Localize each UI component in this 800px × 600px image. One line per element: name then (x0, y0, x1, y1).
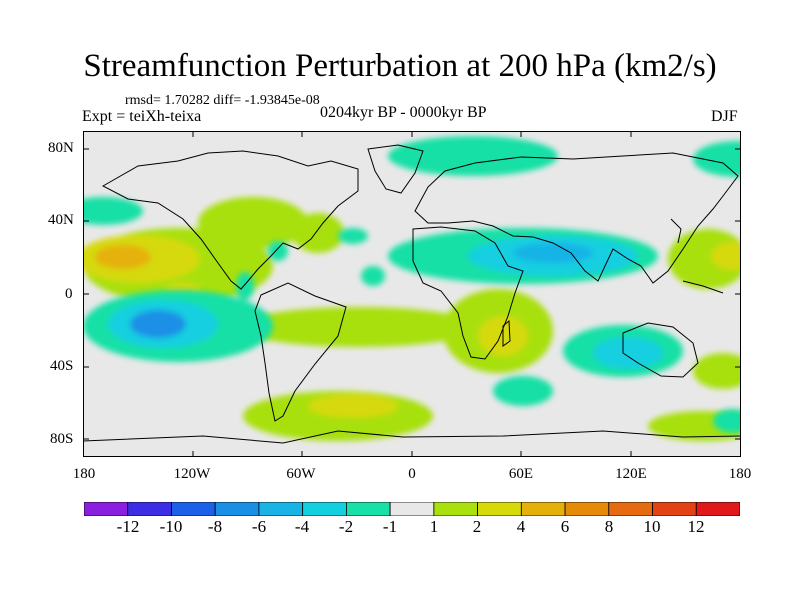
tick-marks (83, 131, 741, 457)
field-positive-south-atlantic-inner (308, 394, 398, 418)
lon-tick-label: 120E (615, 466, 647, 482)
field-negative-eurasia-core (513, 243, 593, 263)
lat-tick-label: 80S (50, 431, 74, 447)
colorbar-tick-label: 2 (472, 517, 482, 536)
colorbar-tick-label: -10 (159, 517, 183, 536)
colorbar (84, 502, 740, 516)
field-negative-south-pacific-core (130, 310, 186, 338)
lon-tick-label: 180 (72, 466, 96, 482)
colorbar-tick-label: -6 (251, 517, 267, 536)
colorbar-swatch (520, 502, 566, 516)
field-negative-south-indian (493, 376, 553, 406)
field-positive-west-pacific-inner (711, 242, 741, 270)
colorbar-tick-label: 6 (560, 517, 570, 536)
colorbar-swatch (171, 502, 216, 516)
colorbar-tick-label: -2 (338, 517, 354, 536)
colorbar-swatch (345, 502, 391, 516)
colorbar-tick-label: -1 (382, 517, 398, 536)
colorbar-tick-label: 4 (516, 517, 526, 536)
experiment-label: Expt = teiXh-teixa (82, 108, 202, 125)
field-negative-atlantic (338, 228, 368, 244)
colorbar-swatch (608, 502, 653, 516)
lat-tick-label: 40S (50, 358, 74, 374)
stats-label: rmsd= 1.70282 diff= -1.93845e-08 (125, 93, 320, 108)
colorbar-tick-label: -12 (116, 517, 140, 536)
field-positive-southeast-pacific (693, 353, 741, 389)
lat-tick-label: 0 (65, 286, 73, 302)
colorbar-tick-label: 8 (604, 517, 614, 536)
colorbar-tick-label: -4 (294, 517, 310, 536)
colorbar-swatch (433, 502, 478, 516)
colorbar-swatch (258, 502, 304, 516)
colorbar-swatch (127, 502, 172, 516)
colorbar-tick-label: 1 (429, 517, 439, 536)
colorbar-swatch (652, 502, 697, 516)
field-negative-gulf (268, 241, 288, 261)
colorbar-tick-label: -8 (207, 517, 223, 536)
field-negative-central-america (236, 272, 254, 300)
field-positive-north-america (198, 197, 308, 249)
field-negative-southeast (713, 409, 741, 433)
colorbar-tick-label: 10 (643, 517, 661, 536)
lon-tick-label: 120W (173, 466, 211, 482)
lon-tick-label: 60W (286, 466, 316, 482)
colorbar-swatch (389, 502, 435, 516)
lon-tick-label: 60E (508, 466, 534, 482)
field-negative-indian-ocean-core (593, 337, 663, 369)
colorbar-swatch (564, 502, 610, 516)
lat-tick-label: 40N (48, 212, 74, 228)
field-contours (83, 136, 741, 444)
season-label: DJF (711, 108, 738, 125)
lon-tick-label: 180 (728, 466, 752, 482)
chart-title: Streamfunction Perturbation at 200 hPa (… (83, 48, 717, 84)
field-positive-north-pacific-core (95, 245, 151, 269)
coastlines (83, 144, 741, 444)
period-label: 0204kyr BP - 0000kyr BP (320, 104, 487, 121)
colorbar-swatch (695, 502, 740, 516)
colorbar-swatch (84, 502, 129, 516)
field-positive-south-america (238, 307, 478, 347)
field-negative-bering (83, 197, 143, 225)
field-negative-tropical-atlantic (361, 266, 385, 286)
field-negative-arctic (388, 136, 558, 176)
map-panel (83, 131, 741, 457)
colorbar-swatch (302, 502, 347, 516)
colorbar-swatch (214, 502, 260, 516)
lon-tick-label: 0 (408, 466, 416, 482)
colorbar-swatch (477, 502, 522, 516)
lat-tick-label: 80N (48, 140, 74, 156)
colorbar-tick-label: 12 (687, 517, 705, 536)
